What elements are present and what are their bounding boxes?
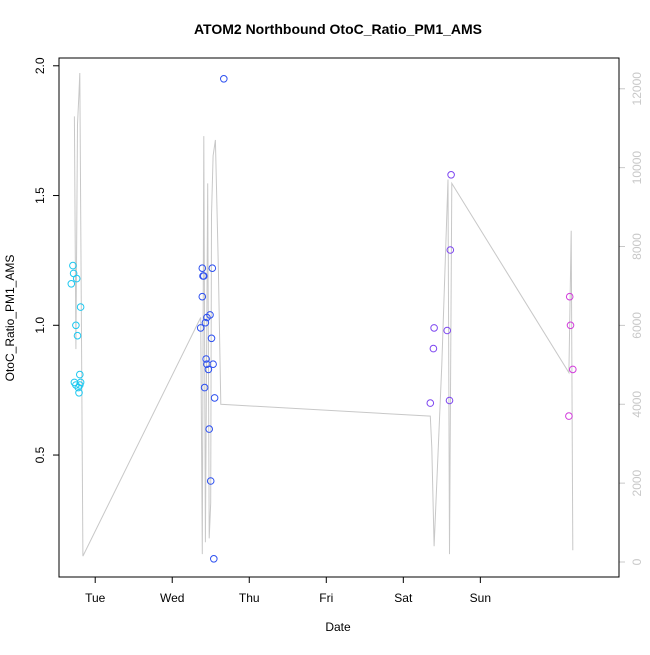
y-tick-label: 1.5 — [33, 187, 47, 204]
right-y-tick-label: 6000 — [630, 312, 644, 339]
x-tick-label: Sat — [394, 591, 413, 605]
data-point — [202, 355, 210, 363]
data-point — [565, 292, 574, 301]
x-tick-label: Fri — [319, 591, 333, 605]
data-point — [76, 378, 85, 387]
data-point — [76, 303, 85, 311]
data-point — [209, 360, 217, 369]
data-point — [200, 272, 208, 280]
chart-title: ATOM2 Northbound OtoC_Ratio_PM1_AMS — [194, 21, 482, 37]
data-point — [207, 334, 216, 343]
data-point — [210, 394, 219, 402]
right-y-tick-label: 2000 — [630, 469, 644, 496]
data-point — [210, 555, 218, 563]
right-y-tick-label: 10000 — [630, 151, 644, 185]
data-point — [206, 477, 215, 485]
data-point — [198, 264, 207, 273]
data-point — [205, 425, 213, 433]
x-axis-label: Date — [325, 620, 351, 634]
data-point — [200, 383, 209, 392]
right-y-tick-label: 0 — [630, 558, 644, 565]
data-points-layer — [67, 75, 577, 563]
plot-frame — [58, 57, 620, 578]
line-series — [73, 72, 574, 557]
x-tick-label: Tue — [85, 591, 106, 605]
x-tick-label: Wed — [160, 591, 184, 605]
data-point — [196, 324, 205, 332]
right-y-tick-label: 12000 — [630, 72, 644, 106]
y-axis-label: OtoC_Ratio_PM1_AMS — [3, 255, 17, 382]
y-tick-label: 2.0 — [33, 57, 47, 74]
data-point — [445, 396, 454, 405]
data-point — [76, 370, 84, 379]
data-point — [206, 311, 214, 319]
data-point — [73, 331, 82, 340]
data-point — [204, 365, 213, 374]
data-point — [443, 326, 452, 335]
x-tick-label: Sun — [470, 591, 491, 605]
x-tick-label: Thu — [239, 591, 260, 605]
data-point — [72, 274, 81, 283]
data-point — [198, 292, 207, 301]
data-point — [447, 171, 455, 179]
data-point — [566, 321, 575, 330]
right-y-tick-label: 4000 — [630, 391, 644, 418]
y-tick-label: 0.5 — [33, 446, 47, 463]
data-point — [565, 412, 573, 420]
line-series-layer — [73, 72, 574, 557]
data-point — [569, 365, 577, 374]
data-point — [75, 389, 83, 397]
y-tick-label: 1.0 — [33, 317, 47, 334]
right-y-tick-label: 8000 — [630, 233, 644, 260]
data-point — [208, 264, 217, 273]
data-point — [429, 344, 438, 353]
data-point — [201, 318, 210, 327]
data-point — [67, 280, 76, 288]
data-point — [72, 321, 80, 330]
data-point — [426, 399, 435, 407]
data-point — [446, 246, 455, 254]
data-point — [69, 261, 77, 270]
axes-layer: Tue Wed Thu Fri Sat Sun 0.5 1.0 1.5 2.0 0 2000 4000 6… — [33, 57, 644, 605]
data-point — [220, 75, 228, 83]
data-point — [430, 324, 438, 332]
